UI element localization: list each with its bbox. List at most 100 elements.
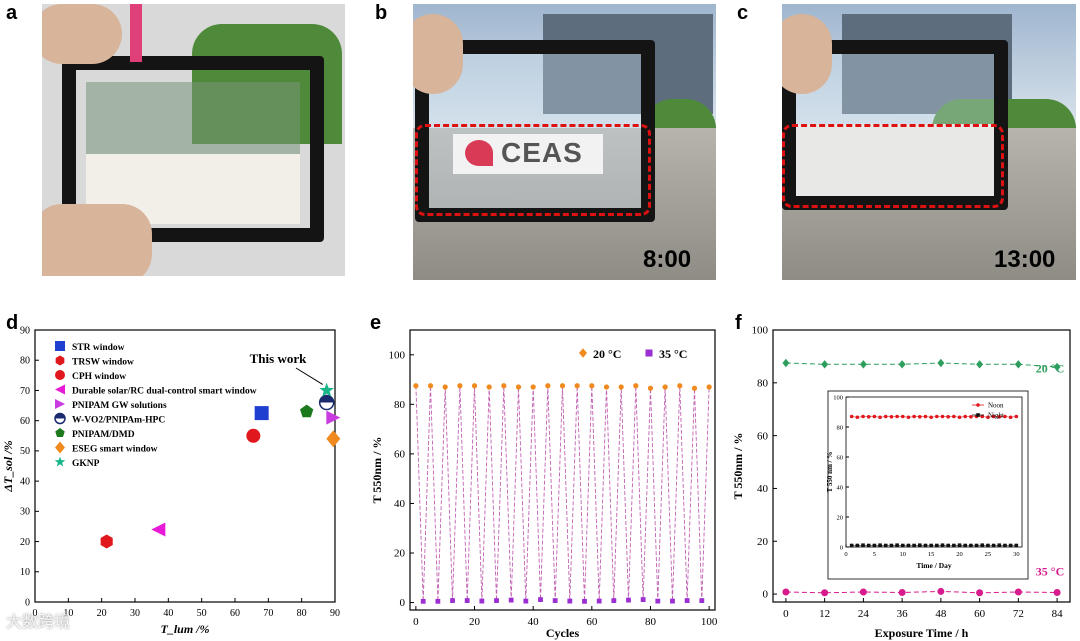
chart-e-point-20c [691, 385, 698, 391]
time-label-c: 13:00 [994, 246, 1056, 273]
chart-d-ytick-label: 60 [20, 416, 30, 427]
chart-f-axes-frame [772, 329, 1071, 603]
chart-e-xtick-label: 60 [586, 616, 598, 628]
chart-d-point [318, 394, 335, 411]
chart-f-inset-point [969, 543, 973, 548]
chart-d-xtick-label: 10 [63, 608, 73, 619]
chart-d-legend-label: STR window [72, 343, 125, 353]
chart-f-inset-point [969, 415, 973, 419]
chart-f-inset-point [861, 414, 865, 419]
chart-f-inset-point [980, 543, 985, 547]
chart-e-xtick-label: 40 [528, 616, 540, 628]
chart-e-ytick-label: 100 [389, 349, 406, 361]
chart-f-point [782, 358, 790, 368]
chart-d-legend-label: TRSW window [72, 358, 134, 368]
chart-f-inset-point [883, 543, 888, 548]
chart-f-inset-point [946, 543, 950, 548]
ceas-sign-text: CEAS [501, 137, 583, 168]
chart-f-inset-legend-marker [976, 403, 980, 407]
chart-f-xtick-label: 36 [897, 608, 909, 620]
watermark: 大数跨境 [6, 612, 71, 631]
chart-d-legend-label: ESEG smart window [72, 445, 158, 455]
chart-e-point-20c [486, 384, 492, 390]
chart-f-inset-xtick-label: 30 [1013, 551, 1020, 558]
chart-f-inset-point [883, 414, 888, 419]
chart-e-point-35c [684, 598, 690, 603]
chart-f-inset-point [986, 415, 990, 420]
chart-f-inset-point [957, 543, 962, 547]
chart-d-point [326, 410, 341, 425]
chart-f-inset-point [895, 414, 899, 419]
chart-f-inset-point [918, 543, 922, 547]
chart-f-inset-point [991, 414, 996, 419]
chart-f-inset-point [849, 543, 854, 548]
chart-f-inset-point [900, 543, 905, 548]
chart-f-inset-point [906, 415, 911, 420]
chart-f-point [976, 360, 984, 369]
chart-f-inset-point [974, 543, 979, 548]
chart-f-inset-frame [845, 396, 1023, 548]
chart-d-axes-frame [34, 329, 336, 603]
chart-f-inset-point [878, 543, 882, 547]
chart-e-point-20c [530, 384, 536, 390]
chart-f-inset-ytick-label: 60 [837, 455, 844, 462]
chart-d-legend-marker [54, 456, 66, 467]
chart-d-ytick-label: 90 [20, 325, 30, 336]
chart-e-point-20c [515, 384, 522, 390]
chart-f-ytick-label: 60 [757, 430, 769, 442]
chart-e-point-20c [618, 384, 624, 390]
chart-f-inset-point [929, 415, 933, 420]
chart-d-ylabel: ΔT_sol /% [1, 440, 15, 492]
chart-f-point [1053, 362, 1061, 372]
chart-f-series-line [785, 362, 1058, 368]
chart-e-point-20c [559, 383, 566, 389]
photo-a [42, 4, 345, 276]
chart-d-xtick-label: 50 [197, 608, 207, 619]
chart-f-inset-point [935, 414, 939, 419]
panel-label-e: e [370, 312, 382, 334]
chart-f-inset-point [952, 414, 956, 419]
chart-f-inset-point [946, 415, 950, 419]
chart-f-xtick-label: 60 [974, 608, 986, 620]
chart-e-point-20c [457, 383, 463, 389]
chart-e-point-20c [574, 383, 580, 389]
chart-f-inset-point [991, 543, 996, 548]
chart-d-legend-label: PNIPAM GW solutions [72, 401, 167, 411]
chart-f-inset-xtick-label: 5 [873, 551, 876, 558]
chart-e-point-35c [538, 597, 543, 602]
chart-e-legend-label: 35 °C [659, 347, 687, 361]
chart-e-point-20c [647, 385, 654, 391]
chart-e-legend-label: 20 °C [593, 347, 621, 361]
chart-f-point [1014, 588, 1022, 596]
chart-d-ytick-label: 10 [20, 567, 30, 578]
chart-e-point-20c [413, 383, 419, 389]
chart-f-ytick-label: 100 [752, 325, 769, 337]
chart-f-inset-legend-label: Noon [988, 402, 1004, 410]
chart-f-inset-point [963, 414, 968, 419]
chart-f-inset-ytick-label: 20 [837, 515, 844, 522]
chart-e-point-20c [427, 383, 434, 389]
chart-e-point-20c [706, 384, 712, 390]
chart-d-legend-label: GKNP [72, 459, 100, 469]
chart-e-xtick-label: 80 [645, 616, 657, 628]
chart-f-ytick-label: 40 [757, 483, 769, 495]
chart-d-legend-label: CPH window [72, 372, 126, 382]
chart-e-point-20c [677, 383, 683, 389]
chart-e-point-35c [420, 598, 426, 604]
chart-d-legend-marker [55, 355, 65, 366]
chart-e-point-20c [662, 384, 668, 390]
chart-e-point-20c [471, 383, 478, 389]
chart-d-point [319, 382, 334, 397]
chart-f-inset-point [997, 415, 1002, 419]
chart-e-point-20c [589, 383, 595, 389]
chart-e-point-20c [501, 383, 507, 389]
chart-f-inset-point [929, 543, 933, 548]
chart-f-inset-point [1008, 415, 1013, 420]
chart-e-point-35c [699, 598, 705, 603]
panel-label-c: c [737, 2, 749, 24]
chart-f-inset-point [866, 543, 871, 548]
chart-e-xtick-label: 0 [413, 616, 419, 628]
chart-f-inset-point [940, 543, 945, 547]
panel-label-f: f [735, 312, 742, 334]
chart-f-inset-ytick-label: 40 [837, 485, 844, 492]
